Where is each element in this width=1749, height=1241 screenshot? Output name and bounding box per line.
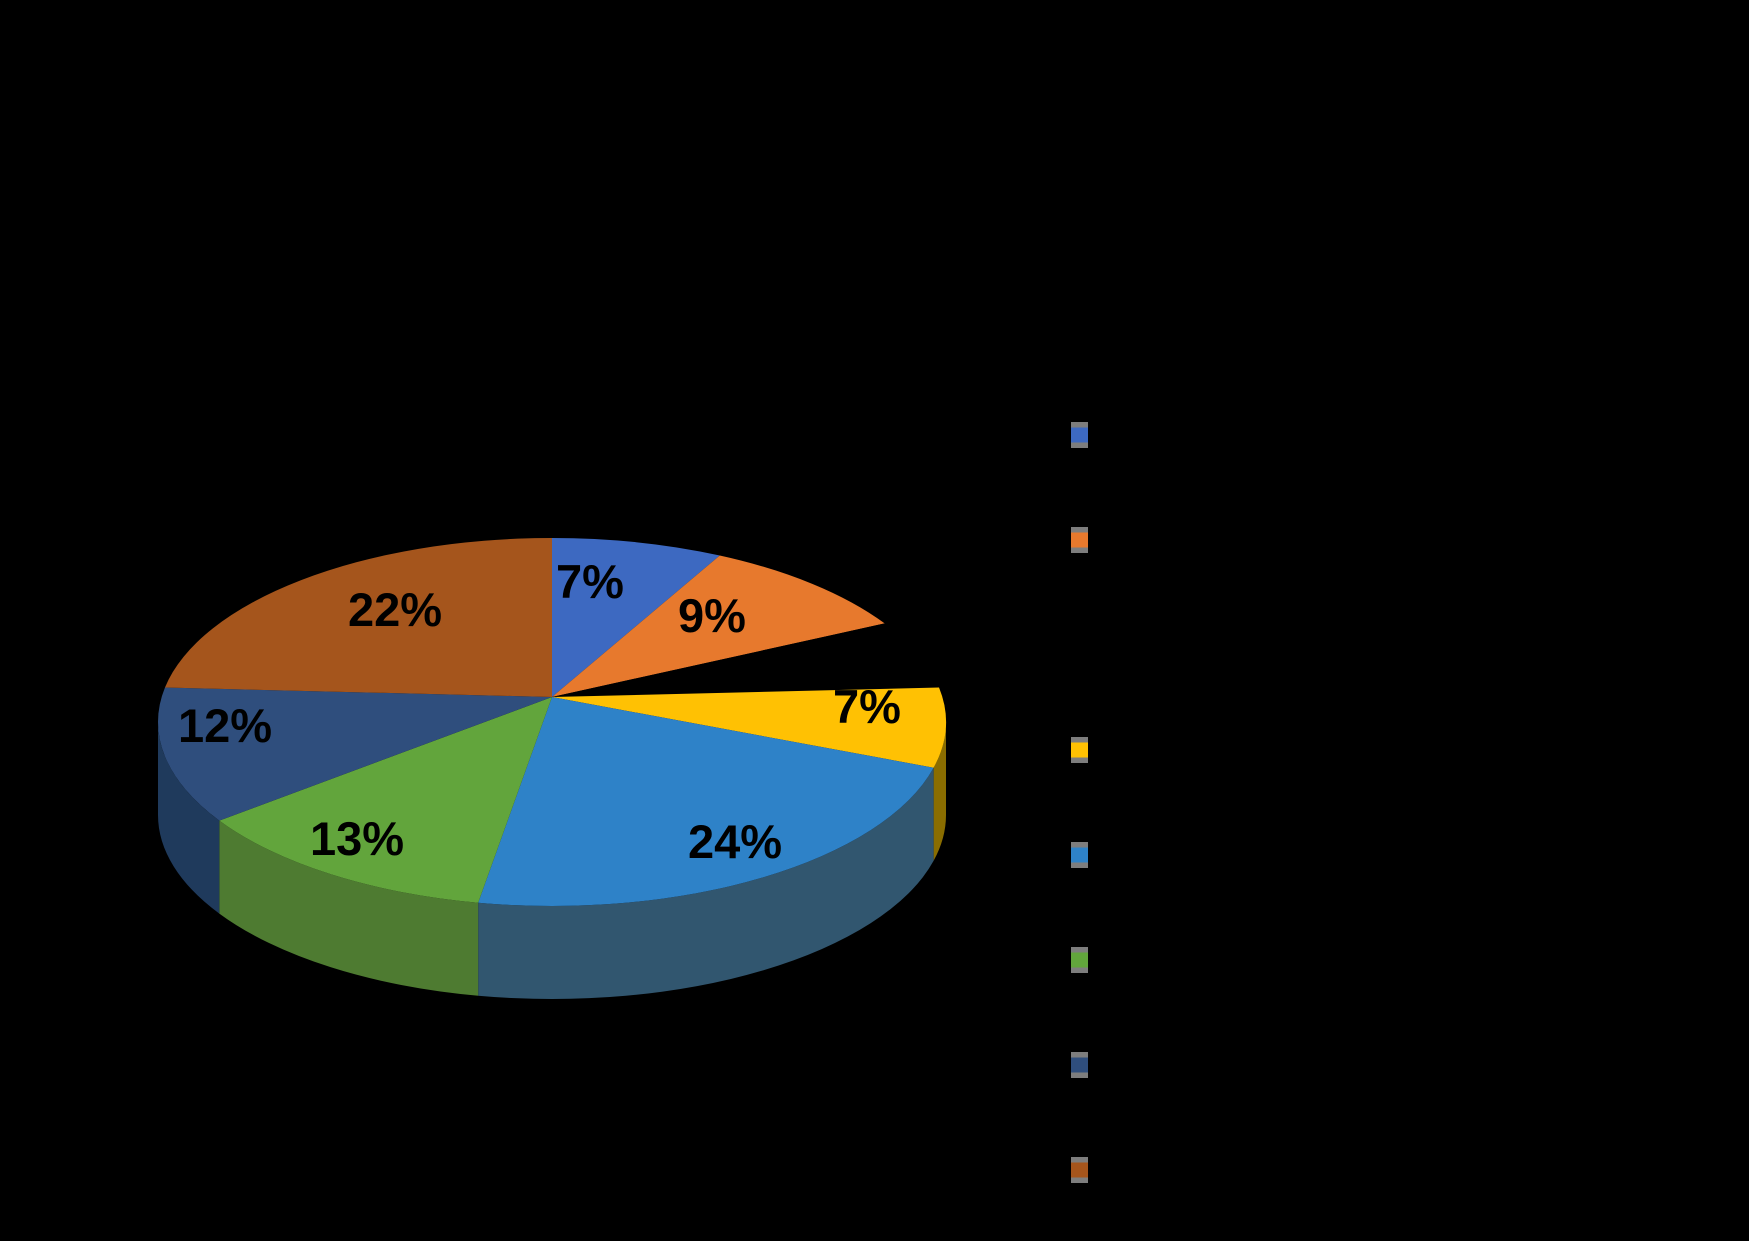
legend-key-color <box>1071 1057 1088 1073</box>
legend-key <box>1071 737 1088 763</box>
legend-key <box>1071 1157 1088 1183</box>
legend-key-color <box>1071 742 1088 758</box>
pie-slice-label: 9% <box>678 589 746 642</box>
legend-key <box>1071 422 1088 448</box>
pie-slice-side <box>933 722 946 861</box>
pie-slice <box>164 538 553 697</box>
legend-key <box>1071 947 1088 973</box>
legend-key-color <box>1071 952 1088 968</box>
pie-slice-label: 13% <box>310 812 404 865</box>
legend-key <box>1071 637 1088 653</box>
pie-slice <box>478 697 934 906</box>
chart-legend <box>1071 422 1088 1183</box>
legend-key-color <box>1071 1162 1088 1178</box>
legend-key-color <box>1071 532 1088 548</box>
pie-slice <box>157 687 553 821</box>
pie-slice-label: 12% <box>178 699 272 752</box>
pie-slice-side <box>219 820 479 996</box>
legend-key-color <box>1071 427 1088 443</box>
pie-slice-side <box>158 722 220 914</box>
pie-slice-side <box>478 767 934 999</box>
legend-key <box>1071 1052 1088 1078</box>
pie-slice-label: 7% <box>556 555 624 608</box>
legend-key-color <box>1071 847 1088 863</box>
pie-slice <box>552 538 720 697</box>
pie-slice <box>552 555 885 697</box>
pie-slice-label: 7% <box>833 680 901 733</box>
pie-slice <box>219 697 552 903</box>
legend-key <box>1071 527 1088 553</box>
pie-slice-label: 22% <box>348 583 442 636</box>
pie-slice <box>552 623 940 697</box>
pie-slice <box>552 687 946 768</box>
legend-key <box>1071 842 1088 868</box>
legend-key-color <box>1071 637 1088 653</box>
pie-slice-label: 24% <box>688 815 782 868</box>
